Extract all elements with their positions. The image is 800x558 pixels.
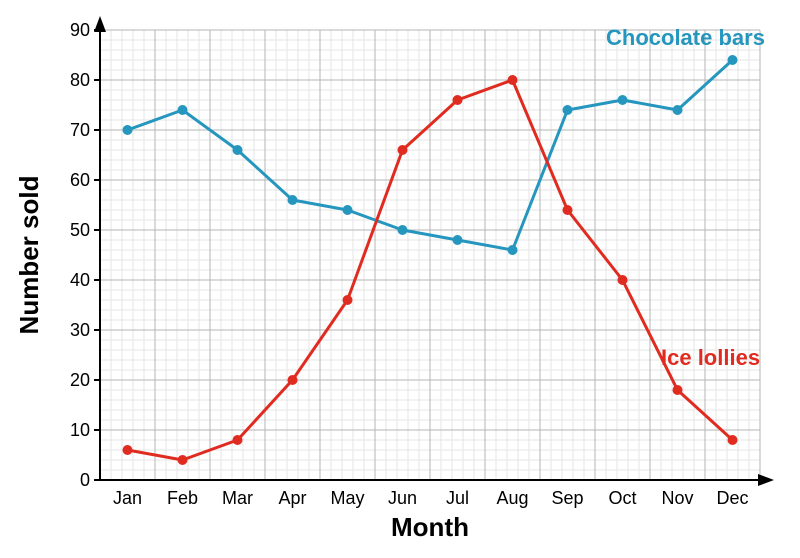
y-tick-label: 70 bbox=[70, 120, 90, 140]
series-marker bbox=[123, 125, 133, 135]
series-marker bbox=[233, 435, 243, 445]
chart-svg: Chocolate bars Ice lollies 0 10 20 30 40 50 60 70… bbox=[0, 0, 800, 558]
x-tick-label: Jul bbox=[446, 488, 469, 508]
series-marker bbox=[618, 95, 628, 105]
x-tick-label: Jan bbox=[113, 488, 142, 508]
x-axis-label: Month bbox=[391, 512, 469, 542]
series-marker bbox=[398, 225, 408, 235]
x-tick-label: Feb bbox=[167, 488, 198, 508]
series-marker bbox=[288, 375, 298, 385]
x-tick-label: May bbox=[330, 488, 364, 508]
x-tick-label: Dec bbox=[716, 488, 748, 508]
x-tick-label: Apr bbox=[278, 488, 306, 508]
y-tick-label: 0 bbox=[80, 470, 90, 490]
series-marker bbox=[123, 445, 133, 455]
series-marker bbox=[288, 195, 298, 205]
x-tick-label: Nov bbox=[661, 488, 693, 508]
y-tick-label: 20 bbox=[70, 370, 90, 390]
y-tick-label: 60 bbox=[70, 170, 90, 190]
chart-bg bbox=[0, 0, 800, 558]
series-marker bbox=[618, 275, 628, 285]
series-marker bbox=[728, 435, 738, 445]
series-marker bbox=[178, 105, 188, 115]
y-tick-label: 90 bbox=[70, 20, 90, 40]
sales-line-chart: Chocolate bars Ice lollies 0 10 20 30 40 50 60 70… bbox=[0, 0, 800, 558]
y-axis-label: Number sold bbox=[14, 176, 44, 335]
y-tick-label: 50 bbox=[70, 220, 90, 240]
y-tick-label: 40 bbox=[70, 270, 90, 290]
x-tick-label: Jun bbox=[388, 488, 417, 508]
series-marker bbox=[728, 55, 738, 65]
x-tick-label: Mar bbox=[222, 488, 253, 508]
x-tick-label: Aug bbox=[496, 488, 528, 508]
x-tick-label: Sep bbox=[551, 488, 583, 508]
series-marker bbox=[233, 145, 243, 155]
series-marker bbox=[178, 455, 188, 465]
series-marker bbox=[563, 205, 573, 215]
series-marker bbox=[508, 75, 518, 85]
series-marker bbox=[673, 385, 683, 395]
series-label-0: Chocolate bars bbox=[606, 25, 765, 50]
series-marker bbox=[508, 245, 518, 255]
y-tick-label: 10 bbox=[70, 420, 90, 440]
y-tick-label: 80 bbox=[70, 70, 90, 90]
y-tick-label: 30 bbox=[70, 320, 90, 340]
series-marker bbox=[563, 105, 573, 115]
series-label-1: Ice lollies bbox=[661, 345, 760, 370]
series-marker bbox=[453, 95, 463, 105]
x-tick-label: Oct bbox=[608, 488, 636, 508]
series-marker bbox=[398, 145, 408, 155]
series-marker bbox=[673, 105, 683, 115]
series-marker bbox=[343, 295, 353, 305]
series-marker bbox=[343, 205, 353, 215]
series-marker bbox=[453, 235, 463, 245]
